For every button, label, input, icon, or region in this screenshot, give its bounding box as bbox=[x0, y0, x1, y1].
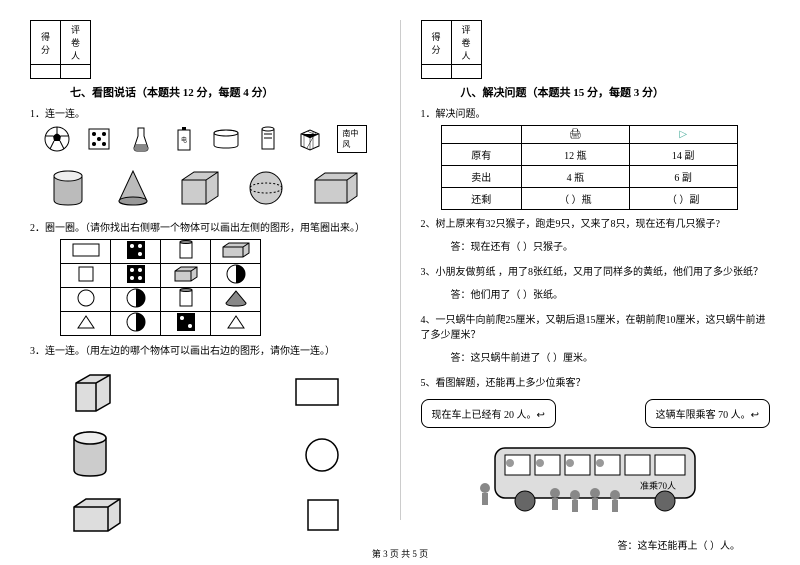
dice3-cell bbox=[161, 312, 211, 336]
score-blank-r bbox=[421, 65, 451, 79]
rubik-icon bbox=[295, 125, 325, 153]
can2-cell bbox=[161, 288, 211, 312]
cube-icon bbox=[178, 168, 222, 211]
shape3d-row bbox=[30, 168, 380, 211]
a8-2: 答：现在还有（ ）只猴子。 bbox=[451, 238, 771, 253]
q8-5: 5、看图解题，还能再上多少位乘客？ bbox=[421, 374, 771, 389]
halfcircle3-cell bbox=[111, 312, 161, 336]
battery-icon: 电 bbox=[169, 125, 199, 153]
halfcircle1-cell bbox=[211, 264, 261, 288]
th-flag: ▷ bbox=[629, 126, 737, 144]
table-row: 原有 12 瓶 14 副 bbox=[441, 144, 737, 166]
triangle-cell bbox=[61, 312, 111, 336]
dice-icon bbox=[84, 125, 114, 153]
center-divider bbox=[400, 20, 401, 520]
data-table: 🖨 ▷ 原有 12 瓶 14 副 卖出 4 瓶 6 副 还剩 （ ）瓶 （ ）副 bbox=[441, 125, 738, 210]
q8-4: 4、一只蜗牛向前爬25厘米，又朝后退15厘米，在朝前爬10厘米，这只蜗牛前进了多… bbox=[421, 311, 771, 341]
reviewer-blank-r bbox=[451, 65, 481, 79]
section-7-title: 七、看图说话（本题共 12 分，每题 4 分） bbox=[70, 84, 380, 100]
tank-icon bbox=[211, 125, 241, 153]
bus-label: 准乘70人 bbox=[640, 480, 676, 491]
can-icon bbox=[253, 125, 283, 153]
q8-2: 2、树上原来有32只猴子，跑走9只，又来了8只，现在还有几只猴子? bbox=[421, 215, 771, 230]
score-table-left: 得分 评卷人 bbox=[30, 20, 91, 79]
object-row-1: 电 南中风 bbox=[30, 125, 380, 153]
th-printer: 🖨 bbox=[522, 126, 630, 144]
table-row: 卖出 4 瓶 6 副 bbox=[441, 166, 737, 188]
q7-1: 1．连一连。 bbox=[30, 105, 380, 120]
printer-icon: 🖨 bbox=[569, 129, 582, 140]
square-cell bbox=[61, 264, 111, 288]
box-label-icon: 南中风 bbox=[337, 125, 367, 153]
bubble-1: 现在车上已经有 20 人。↩ bbox=[421, 399, 556, 428]
score-blank bbox=[31, 65, 61, 79]
cuboid2-cell bbox=[161, 264, 211, 288]
sphere-icon bbox=[246, 168, 286, 211]
a8-4: 答：这只蜗牛前进了（ ）厘米。 bbox=[451, 349, 771, 364]
left-column: 得分 评卷人 七、看图说话（本题共 12 分，每题 4 分） 1．连一连。 电 bbox=[30, 20, 380, 520]
score-label-r: 得分 bbox=[421, 21, 451, 65]
q7-2: 2．圈一圈。（请你找出右侧哪一个物体可以画出左侧的图形，用笔圈出来。） bbox=[30, 219, 380, 234]
shape-grid-table bbox=[60, 239, 261, 336]
cone2-cell bbox=[211, 288, 261, 312]
cuboid-3d-icon bbox=[70, 495, 124, 535]
th-blank bbox=[441, 126, 522, 144]
square-2d-icon bbox=[306, 498, 340, 532]
reviewer-label: 评卷人 bbox=[61, 21, 91, 65]
cone-icon bbox=[113, 168, 153, 211]
can1-cell bbox=[161, 240, 211, 264]
halfcircle2-cell bbox=[111, 288, 161, 312]
reviewer-label-r: 评卷人 bbox=[451, 21, 481, 65]
section-8-title: 八、解决问题（本题共 15 分，每题 3 分） bbox=[461, 84, 771, 100]
triangle2-cell bbox=[211, 312, 261, 336]
page-footer: 第 3 页 共 5 页 bbox=[0, 547, 800, 560]
q7-3: 3．连一连。（用左边的哪个物体可以画出右边的图形，请你连一连。） bbox=[30, 342, 380, 357]
rect-2d-icon bbox=[294, 377, 340, 407]
cylinder-icon bbox=[48, 168, 88, 211]
cuboid-icon bbox=[311, 170, 361, 209]
bus-icon: 准乘70人 bbox=[465, 433, 725, 523]
dice2-cell bbox=[111, 264, 161, 288]
table-row: 还剩 （ ）瓶 （ ）副 bbox=[441, 188, 737, 210]
cuboid1-cell bbox=[211, 240, 261, 264]
svg-text:电: 电 bbox=[181, 136, 187, 144]
right-column: 得分 评卷人 八、解决问题（本题共 15 分，每题 3 分） 1．解决问题。 🖨… bbox=[421, 20, 771, 520]
reviewer-blank bbox=[61, 65, 91, 79]
flag-icon: ▷ bbox=[679, 129, 687, 140]
cylinder-3d-icon bbox=[70, 430, 110, 480]
dice1-cell bbox=[111, 240, 161, 264]
a8-3: 答：他们用了（ ）张纸。 bbox=[451, 286, 771, 301]
circle-cell bbox=[61, 288, 111, 312]
score-table-right: 得分 评卷人 bbox=[421, 20, 482, 79]
matching-section bbox=[30, 361, 380, 543]
q8-1: 1．解决问题。 bbox=[421, 105, 771, 120]
circle-2d-icon bbox=[304, 437, 340, 473]
cube-3d-icon bbox=[70, 369, 116, 415]
rect-cell bbox=[61, 240, 111, 264]
q8-3: 3、小朋友做剪纸 ，用了8张红纸，又用了同样多的黄纸，他们用了多少张纸？ bbox=[421, 263, 771, 278]
bus-diagram: 现在车上已经有 20 人。↩ 这辆车限乘客 70 人。↩ 准乘70人 bbox=[421, 399, 771, 529]
bubble-2: 这辆车限乘客 70 人。↩ bbox=[645, 399, 770, 428]
score-label: 得分 bbox=[31, 21, 61, 65]
flask-icon bbox=[126, 125, 156, 153]
soccer-ball-icon bbox=[42, 125, 72, 153]
